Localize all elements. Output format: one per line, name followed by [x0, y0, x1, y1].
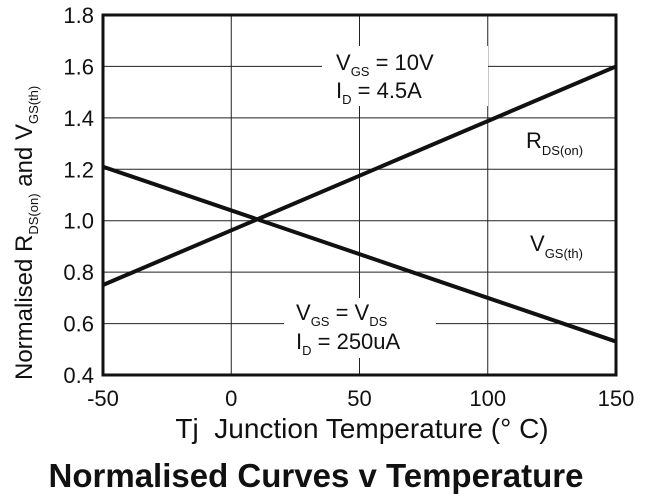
x-tick-label: 0 — [225, 386, 237, 411]
x-axis-label: Tj Junction Temperature (° C) — [175, 413, 548, 444]
label-rdson-background — [518, 122, 600, 166]
plot-frame — [101, 13, 618, 377]
x-tick-labels: -50 0 50 100 150 — [87, 386, 634, 411]
x-tick-label: 50 — [347, 386, 371, 411]
y-tick-label: 0.4 — [63, 363, 94, 388]
y-tick-label: 1.8 — [63, 3, 94, 28]
x-tick-label: 100 — [469, 386, 506, 411]
series-lines — [102, 64, 617, 344]
annotation-bottom-id: ID = 250uA — [296, 329, 401, 358]
annotation-top-id: ID = 4.5A — [336, 78, 422, 107]
y-tick-label: 1.0 — [63, 209, 94, 234]
label-vgsth: VGS(th) — [530, 231, 583, 261]
series-line-1 — [102, 164, 617, 344]
annotation-bottom-vgs: VGS = VDS — [296, 300, 388, 329]
y-tick-labels: 0.4 0.6 0.8 1.0 1.2 1.4 1.6 1.8 — [63, 3, 94, 388]
x-tick-label: 150 — [598, 386, 635, 411]
y-tick-label: 0.6 — [63, 312, 94, 337]
y-tick-label: 1.4 — [63, 106, 94, 131]
annotation-top-vgs: VGS = 10V — [336, 50, 434, 79]
chart-title: Normalised Curves v Temperature — [49, 457, 584, 494]
y-axis-label: Normalised RDS(on) and VGS(th) — [11, 86, 41, 380]
label-rdson: RDS(on) — [526, 128, 583, 158]
annotation-bottom-background — [284, 298, 436, 358]
x-tick-label: -50 — [87, 386, 119, 411]
y-tick-label: 1.2 — [63, 157, 94, 182]
y-tick-label: 0.8 — [63, 260, 94, 285]
series-line-0 — [102, 64, 617, 287]
label-vgsth-background — [522, 226, 602, 268]
y-tick-label: 1.6 — [63, 54, 94, 79]
annotation-top-background — [322, 46, 488, 106]
